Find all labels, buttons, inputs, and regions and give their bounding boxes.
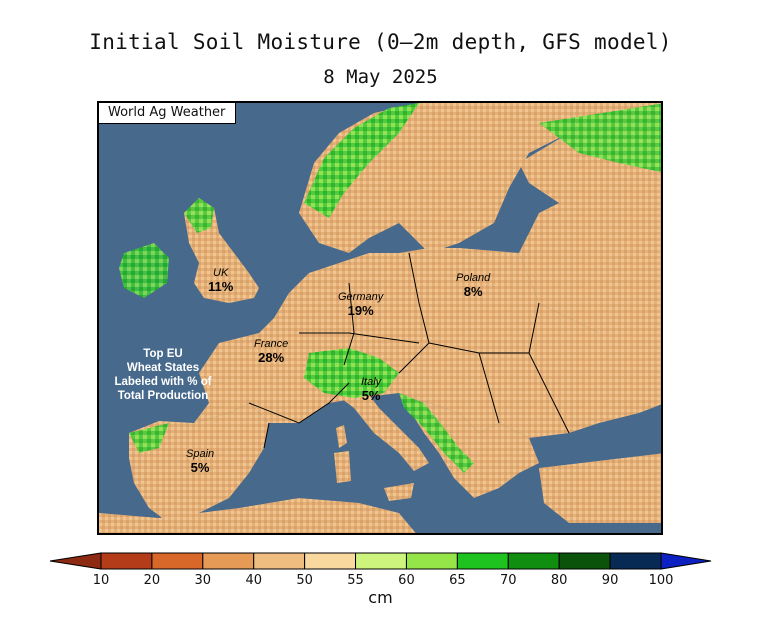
- label-uk: UK 11%: [208, 266, 233, 294]
- colorbar-tick-label: 10: [92, 573, 110, 588]
- colorbar-bin: [151, 552, 204, 570]
- europe-map-graphic: [99, 103, 661, 533]
- label-italy: Italy 5%: [361, 375, 381, 403]
- note-line: Labeled with % of: [114, 376, 212, 388]
- sicily: [384, 483, 414, 501]
- country-name: Italy: [361, 376, 382, 388]
- country-name: Germany: [338, 291, 384, 303]
- colorbar-tick-label: 80: [550, 573, 568, 588]
- country-name: Poland: [456, 272, 491, 284]
- map-title: Initial Soil Moisture (0—2m depth, GFS m…: [89, 30, 672, 54]
- country-percent: 19%: [347, 303, 374, 318]
- map-date: 8 May 2025: [323, 66, 438, 88]
- colorbar-tick-label: 60: [398, 573, 415, 588]
- colorbar: [49, 552, 712, 570]
- colorbar-tick-label: 30: [194, 573, 212, 588]
- country-percent: 28%: [258, 350, 285, 365]
- country-borders: [248, 252, 570, 449]
- norway-highlands: [304, 103, 419, 218]
- credit-label: World Ag Weather: [99, 103, 237, 124]
- colorbar-bin: [609, 552, 662, 570]
- colorbar-bin: [507, 552, 560, 570]
- colorbar-min-arrow: [49, 552, 102, 570]
- note-line: Wheat States: [126, 362, 200, 374]
- colorbar-tick-label: 65: [449, 573, 466, 588]
- country-percent: 8%: [463, 284, 483, 299]
- colorbar-bin: [253, 552, 306, 570]
- northeast-wet-zone: [539, 103, 661, 173]
- colorbar-tick-label: 100: [648, 573, 674, 588]
- sardinia: [334, 451, 351, 483]
- country-name: Spain: [186, 448, 215, 460]
- colorbar-tick-label: 55: [347, 573, 364, 588]
- colorbar-bin: [558, 552, 611, 570]
- corsica: [336, 425, 347, 448]
- alps-wet-zone: [304, 348, 399, 398]
- wheat-states-note: Top EU Wheat States Labeled with % of To…: [104, 347, 222, 403]
- colorbar-tick-label: 40: [245, 573, 262, 588]
- label-france: France 28%: [254, 337, 288, 365]
- continental-europe: [194, 248, 661, 438]
- soil-moisture-map: World Ag Weather: [97, 101, 663, 535]
- country-name: UK: [213, 267, 229, 279]
- note-line: Total Production: [117, 390, 209, 402]
- anatolia-land: [539, 453, 661, 523]
- colorbar-bin: [355, 552, 407, 570]
- colorbar-bin: [202, 552, 255, 570]
- iberia-northwest-wet: [129, 423, 169, 453]
- note-line: Top EU: [143, 348, 183, 360]
- label-spain: Spain 5%: [186, 447, 214, 475]
- colorbar-bin: [304, 552, 357, 570]
- colorbar-tick-label: 20: [143, 573, 161, 588]
- north-africa-land: [99, 498, 416, 533]
- label-germany: Germany 19%: [338, 290, 383, 318]
- ireland: [119, 243, 169, 298]
- colorbar-tick-label: 90: [601, 573, 619, 588]
- country-percent: 5%: [190, 460, 210, 475]
- label-poland: Poland 8%: [456, 271, 490, 299]
- colorbar-tick-label: 50: [296, 573, 313, 588]
- country-name: France: [254, 338, 289, 350]
- colorbar-bin: [100, 552, 153, 570]
- scotland-wet-zone: [184, 198, 214, 233]
- colorbar-unit: cm: [368, 588, 393, 607]
- colorbar-bin: [456, 552, 509, 570]
- colorbar-tick-label: 70: [499, 573, 517, 588]
- country-percent: 11%: [208, 279, 234, 294]
- dinaric-wet-zone: [399, 393, 474, 473]
- country-percent: 5%: [361, 388, 381, 403]
- colorbar-max-arrow: [660, 552, 712, 570]
- colorbar-bin: [405, 552, 458, 570]
